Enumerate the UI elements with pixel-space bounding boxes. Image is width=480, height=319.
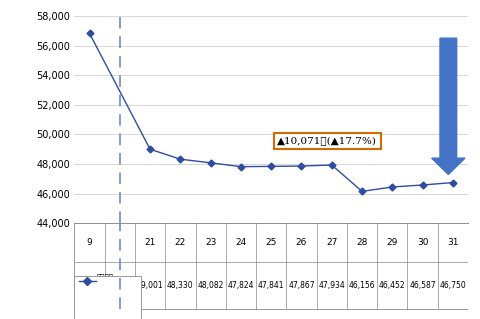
Text: 48,082: 48,082 [197,281,224,290]
Text: 31: 31 [447,238,458,247]
Text: 49,001: 49,001 [137,281,163,290]
Text: 23: 23 [205,238,216,247]
Text: 47,934: 47,934 [318,281,345,290]
Text: 29: 29 [386,238,398,247]
Text: ▲10,071人(▲17.7%): ▲10,071人(▲17.7%) [277,136,377,145]
Text: 30: 30 [417,238,428,247]
Bar [74,276,141,319]
Text: 46,156: 46,156 [348,281,375,290]
FancyArrow shape [432,38,465,174]
Text: 56,821: 56,821 [76,281,103,290]
Text: 48,330: 48,330 [167,281,194,290]
Text: 47,824: 47,824 [228,281,254,290]
Text: 46,452: 46,452 [379,281,406,290]
Text: 25: 25 [265,238,277,247]
Text: 21: 21 [144,238,156,247]
Text: 24: 24 [235,238,247,247]
Text: 47,841: 47,841 [258,281,285,290]
Text: 9: 9 [87,238,93,247]
Text: 27: 27 [326,238,337,247]
Text: 総職員数
（千葉市除く）: 総職員数 （千葉市除く） [97,273,127,288]
Text: 46,750: 46,750 [440,281,466,290]
Text: 28: 28 [356,238,368,247]
Text: 47,867: 47,867 [288,281,315,290]
Text: 22: 22 [175,238,186,247]
Text: 26: 26 [296,238,307,247]
Text: 46,587: 46,587 [409,281,436,290]
